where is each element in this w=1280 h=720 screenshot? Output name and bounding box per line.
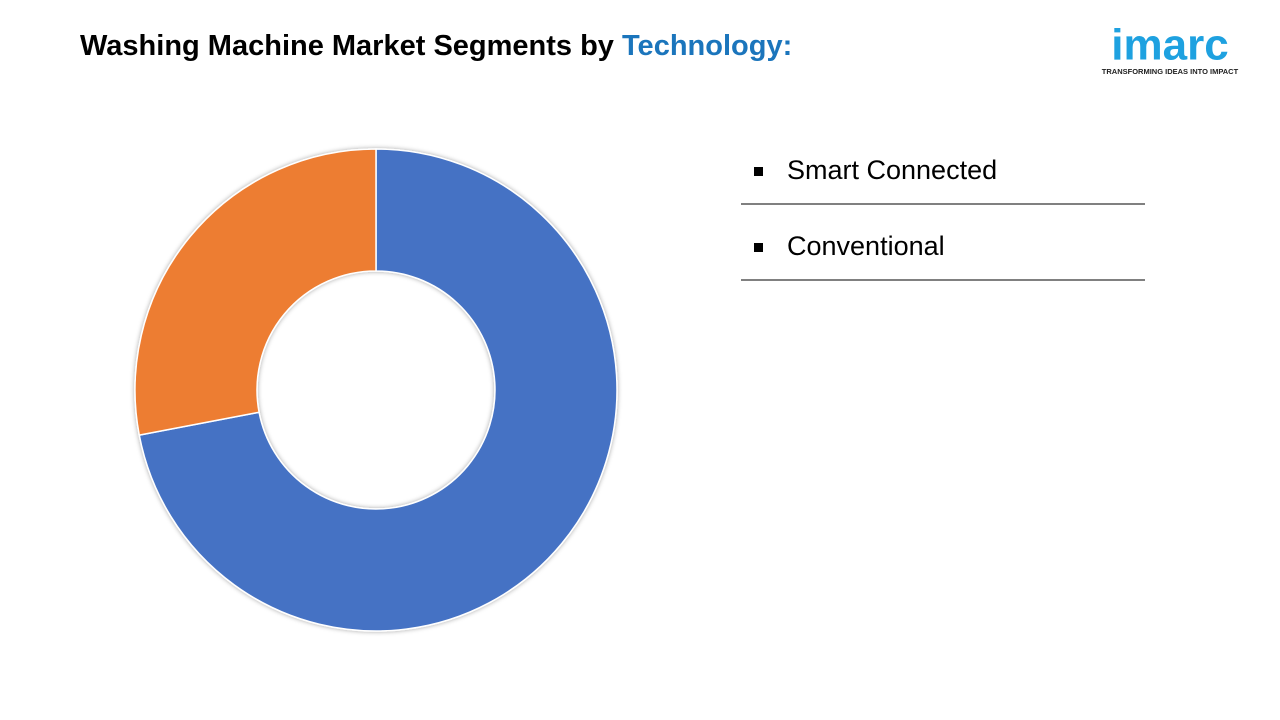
title-highlight: Technology: <box>622 30 792 62</box>
donut <box>134 148 618 632</box>
slice <box>134 148 377 437</box>
slice <box>138 148 618 632</box>
legend-bullet <box>754 243 763 252</box>
legend-label: Conventional <box>787 231 945 261</box>
legend-label: Smart Connected <box>787 155 997 185</box>
logo-tagline: TRANSFORMING IDEAS INTO IMPACT <box>1102 67 1239 76</box>
chart-title: Washing Machine Market Segments by Techn… <box>80 30 792 62</box>
legend: Smart Connected Conventional <box>741 155 1145 281</box>
logo-name: imarc <box>1111 21 1228 70</box>
legend-bullet <box>754 167 763 176</box>
title-main: Washing Machine Market Segments by <box>80 30 614 62</box>
